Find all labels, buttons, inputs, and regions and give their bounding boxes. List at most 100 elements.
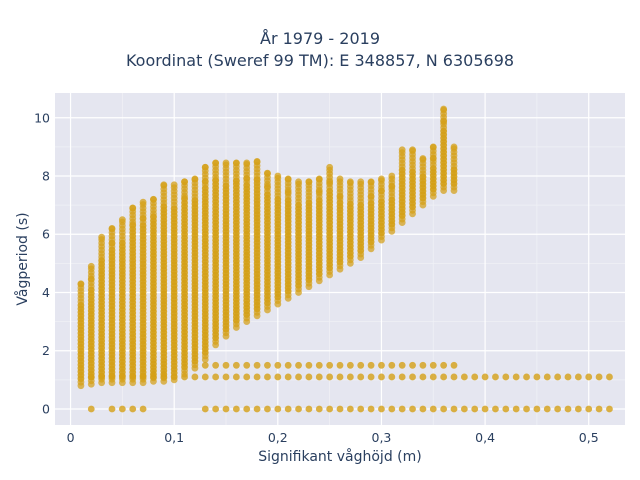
- data-point: [201, 178, 209, 185]
- data-point: [139, 405, 147, 413]
- x-tick-label: 0,1: [164, 430, 184, 445]
- data-point: [253, 176, 261, 184]
- y-axis-label: Vågperiod (s): [14, 212, 31, 305]
- data-point: [409, 405, 416, 413]
- data-point: [212, 361, 220, 369]
- data-point: [284, 188, 292, 196]
- x-tick-label: 0: [67, 430, 75, 445]
- data-point: [388, 361, 396, 369]
- data-point: [574, 405, 582, 413]
- data-point: [543, 405, 551, 413]
- data-point: [315, 405, 323, 413]
- data-point: [585, 373, 593, 381]
- data-point: [212, 373, 220, 381]
- data-point: [367, 361, 375, 369]
- data-point: [87, 373, 95, 381]
- y-tick-label: 2: [42, 343, 50, 358]
- chart-title-line-2: Koordinat (Sweref 99 TM): E 348857, N 63…: [125, 51, 515, 70]
- data-point: [160, 373, 168, 381]
- data-point: [502, 405, 510, 413]
- data-point: [129, 221, 137, 229]
- data-point: [243, 405, 251, 413]
- data-point: [264, 169, 271, 177]
- data-point: [419, 173, 427, 181]
- data-point: [243, 361, 251, 369]
- data-point: [274, 405, 282, 413]
- data-point: [429, 361, 437, 369]
- data-point: [222, 159, 230, 167]
- data-point: [139, 198, 147, 206]
- data-point: [398, 146, 406, 154]
- data-point: [181, 194, 188, 202]
- data-point: [201, 163, 209, 171]
- data-point: [129, 373, 137, 381]
- data-point: [409, 361, 416, 369]
- data-point: [191, 373, 199, 381]
- data-point: [492, 405, 499, 413]
- data-point: [315, 188, 323, 196]
- data-point: [523, 373, 530, 381]
- data-point: [264, 183, 271, 190]
- data-point: [595, 373, 603, 381]
- data-point: [315, 361, 323, 369]
- data-point: [388, 405, 396, 413]
- data-point: [346, 178, 354, 186]
- data-point: [284, 361, 292, 369]
- data-point: [118, 373, 126, 381]
- data-point: [326, 405, 334, 413]
- data-point: [264, 373, 271, 381]
- data-point: [450, 405, 458, 413]
- data-point: [367, 373, 375, 381]
- data-point: [440, 118, 448, 126]
- data-point: [419, 405, 427, 413]
- data-point: [481, 405, 489, 413]
- data-point: [388, 373, 396, 381]
- data-point: [512, 373, 520, 381]
- data-point: [574, 373, 582, 381]
- data-point: [336, 175, 344, 183]
- data-point: [460, 373, 468, 381]
- data-point: [419, 373, 427, 381]
- data-point: [305, 178, 313, 186]
- data-point: [315, 175, 323, 183]
- data-point: [554, 405, 562, 413]
- data-point: [533, 373, 541, 381]
- data-point: [118, 216, 126, 224]
- data-point: [440, 405, 448, 413]
- data-point: [274, 373, 282, 381]
- data-point: [585, 405, 593, 413]
- data-point: [305, 373, 313, 381]
- data-point: [139, 373, 147, 381]
- data-point: [87, 262, 95, 270]
- data-point: [367, 178, 375, 186]
- data-point: [284, 373, 292, 381]
- data-point: [232, 373, 240, 381]
- y-tick-label: 6: [42, 227, 50, 242]
- data-points: [77, 105, 613, 413]
- data-point: [108, 405, 116, 413]
- data-point: [378, 187, 385, 195]
- data-point: [150, 213, 157, 221]
- data-point: [336, 361, 344, 369]
- data-point: [150, 195, 157, 203]
- data-point: [429, 373, 437, 381]
- data-point: [87, 405, 95, 413]
- data-point: [201, 373, 209, 381]
- data-point: [336, 405, 344, 413]
- data-point: [398, 405, 406, 413]
- data-point: [326, 163, 334, 171]
- y-tick-label: 4: [42, 285, 50, 300]
- chart-title-line-1: År 1979 - 2019: [260, 29, 380, 48]
- data-point: [419, 361, 427, 369]
- y-axis-ticks: 0 2 4 6 8 10: [34, 110, 50, 416]
- data-point: [409, 373, 416, 381]
- data-point: [170, 373, 178, 381]
- data-point: [295, 373, 302, 381]
- data-point: [232, 159, 240, 167]
- data-point: [543, 373, 551, 381]
- data-point: [284, 405, 292, 413]
- data-point: [253, 361, 261, 369]
- data-point: [440, 361, 448, 369]
- data-point: [181, 178, 188, 186]
